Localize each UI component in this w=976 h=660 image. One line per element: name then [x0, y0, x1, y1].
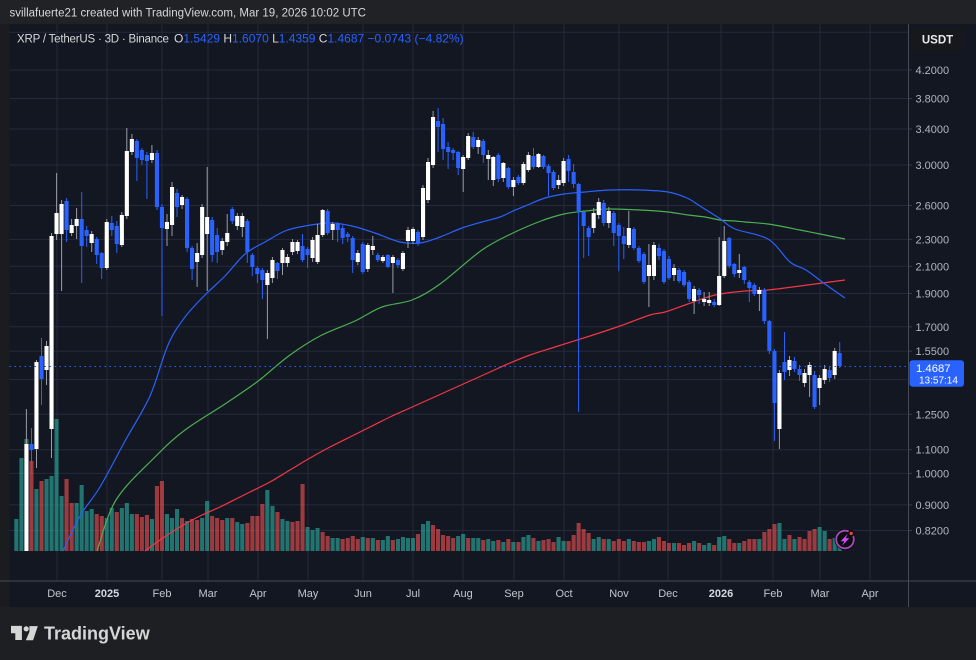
svg-text:XRP / TetherUS · 3D · Binance: XRP / TetherUS · 3D · Binance: [17, 34, 169, 46]
svg-text:Oct: Oct: [555, 588, 572, 600]
svg-text:Dec: Dec: [658, 588, 678, 600]
svg-text:4.2000: 4.2000: [916, 65, 950, 77]
svg-text:Apr: Apr: [249, 588, 266, 600]
svg-text:1.1000: 1.1000: [916, 445, 950, 457]
svg-text:1.9000: 1.9000: [916, 289, 950, 301]
svg-text:1.7000: 1.7000: [916, 322, 950, 334]
svg-text:Sep: Sep: [504, 588, 524, 600]
svg-text:USDT: USDT: [922, 35, 953, 47]
svg-text:Mar: Mar: [199, 588, 218, 600]
svg-text:2025: 2025: [95, 588, 119, 600]
svg-text:3.8000: 3.8000: [916, 94, 950, 106]
svg-text:1.2500: 1.2500: [916, 409, 950, 421]
svg-text:2.6000: 2.6000: [916, 201, 950, 213]
svg-text:Apr: Apr: [861, 588, 878, 600]
svg-text:Aug: Aug: [453, 588, 473, 600]
svg-text:Feb: Feb: [764, 588, 783, 600]
svg-text:1.4687: 1.4687: [916, 363, 951, 375]
svg-text:13:57:14: 13:57:14: [919, 376, 958, 387]
svg-text:O1.5429 H1.6070 L1.4359 C1.468: O1.5429 H1.6070 L1.4359 C1.4687 −0.0743 …: [174, 32, 464, 46]
svg-text:3.0000: 3.0000: [916, 160, 950, 172]
svg-text:Feb: Feb: [153, 588, 172, 600]
svg-text:Jul: Jul: [406, 588, 420, 600]
svg-text:1.5500: 1.5500: [916, 346, 950, 358]
svg-text:May: May: [298, 588, 319, 600]
svg-text:2.3000: 2.3000: [916, 234, 950, 246]
svg-text:0.8200: 0.8200: [916, 526, 950, 538]
svg-text:Nov: Nov: [609, 588, 629, 600]
svg-text:3.4000: 3.4000: [916, 124, 950, 136]
svg-text:Mar: Mar: [811, 588, 830, 600]
svg-text:2.1000: 2.1000: [916, 261, 950, 273]
svg-text:svillafuerte21 created with Tr: svillafuerte21 created with TradingView.…: [10, 8, 366, 20]
svg-text:0.9000: 0.9000: [916, 500, 950, 512]
svg-text:Jun: Jun: [354, 588, 372, 600]
svg-text:TradingView: TradingView: [44, 623, 151, 643]
svg-text:2026: 2026: [709, 588, 733, 600]
svg-text:1.0000: 1.0000: [916, 468, 950, 480]
svg-text:Dec: Dec: [47, 588, 67, 600]
